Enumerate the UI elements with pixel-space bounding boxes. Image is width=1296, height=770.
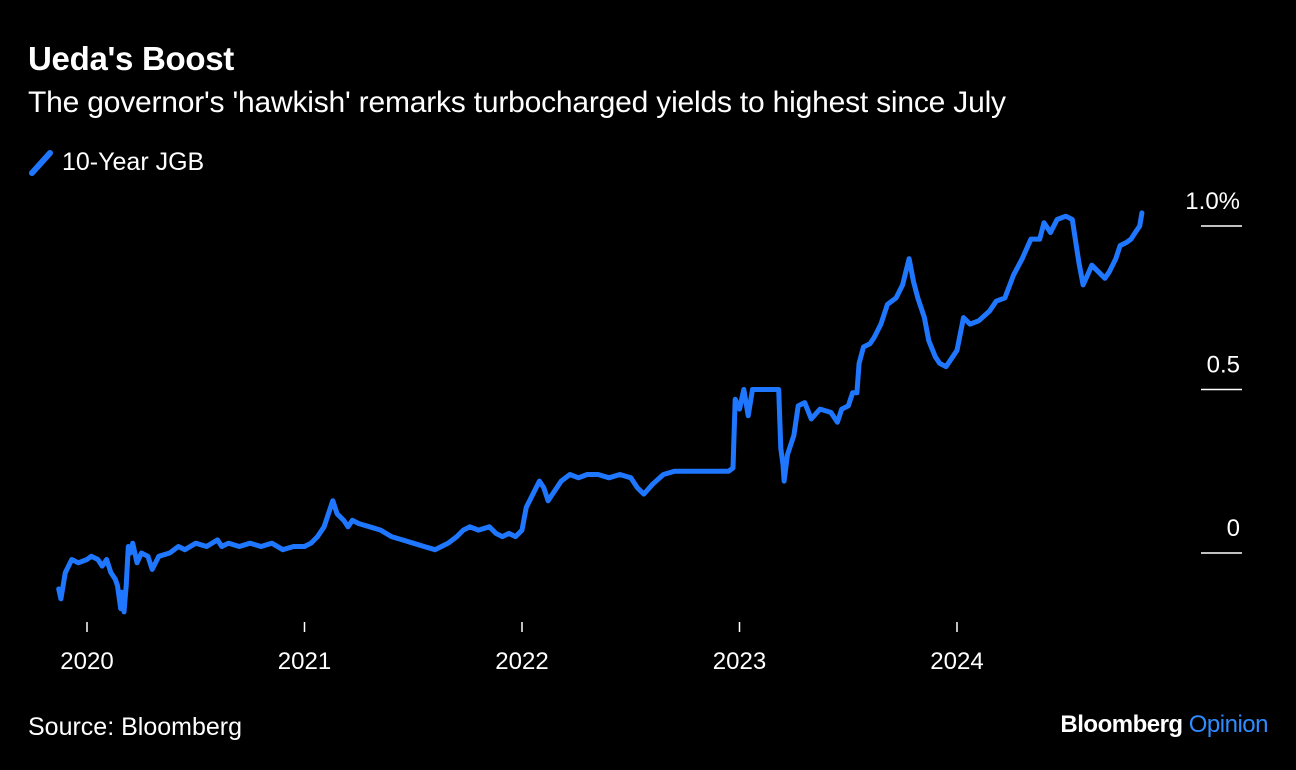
x-tick-label-3: 2023 — [713, 648, 766, 675]
x-tick-label-4: 2024 — [930, 648, 983, 675]
legend-label: 10-Year JGB — [62, 148, 205, 176]
x-tick-label-0: 2020 — [60, 648, 113, 675]
x-tick-label-1: 2021 — [278, 648, 331, 675]
y-tick-label-2: 0 — [1227, 515, 1240, 542]
legend: 10-Year JGB — [28, 148, 204, 177]
y-tick-label-0: 1.0% — [1185, 188, 1240, 215]
source-note: Source: Bloomberg — [28, 713, 243, 741]
chart-title: Ueda's Boost — [28, 40, 234, 77]
chart-subtitle: The governor's 'hawkish' remarks turboch… — [28, 86, 1006, 119]
y-tick-label-1: 0.5 — [1207, 352, 1240, 379]
brand-logo: Bloomberg Opinion — [1060, 711, 1268, 738]
legend-swatch — [29, 149, 53, 176]
x-tick-label-2: 2022 — [495, 648, 548, 675]
series-line-0 — [56, 210, 1145, 615]
